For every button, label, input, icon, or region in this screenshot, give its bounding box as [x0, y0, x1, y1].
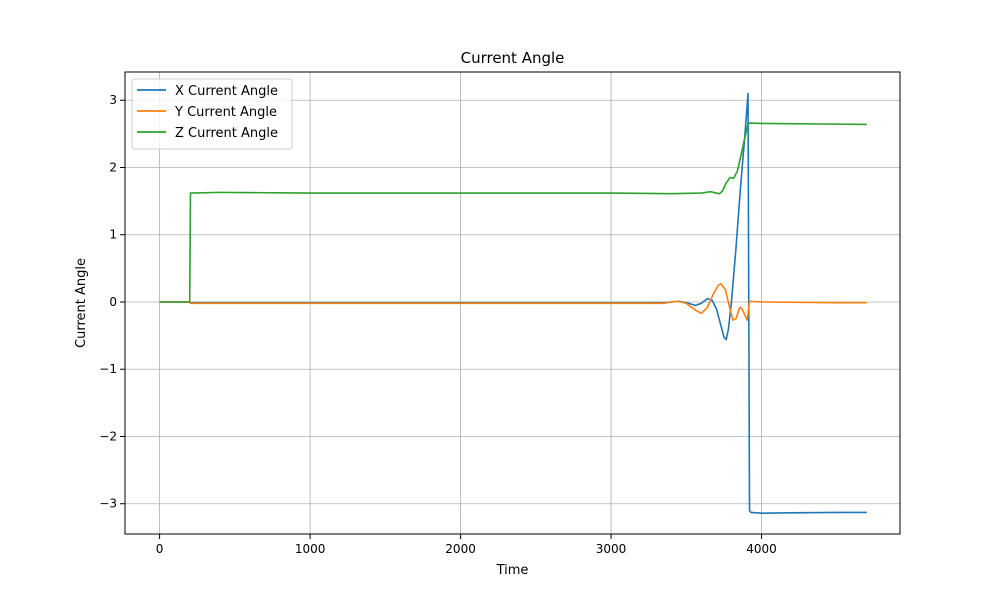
- y-tick-label: −2: [99, 429, 117, 443]
- legend-label-1: X Current Angle: [175, 84, 278, 99]
- y-tick-label: 1: [109, 228, 117, 242]
- y-tick-label: −3: [99, 497, 117, 511]
- x-axis-ticks: 0 1000 2000 3000 4000: [156, 534, 777, 556]
- y-axis-label: Current Angle: [74, 258, 89, 348]
- y-tick-label: −1: [99, 362, 117, 376]
- legend-label-2: Y Current Angle: [174, 105, 277, 120]
- x-tick-label: 3000: [596, 542, 627, 556]
- y-tick-label: 3: [109, 93, 117, 107]
- plot-area-frame: [124, 71, 901, 535]
- chart-title: Current Angle: [461, 49, 565, 67]
- legend-box: [131, 78, 293, 150]
- y-tick-label: 0: [109, 295, 117, 309]
- series-line-3: [159, 122, 867, 303]
- x-tick-label: 2000: [445, 542, 476, 556]
- y-axis-ticks: −3 −2 −1 0 1 2 3: [99, 93, 125, 511]
- legend-label-3: Z Current Angle: [175, 126, 278, 141]
- x-axis-label: Time: [496, 563, 529, 578]
- x-tick-label: 0: [156, 542, 164, 556]
- series-layer: [159, 92, 867, 514]
- series-line-2: [159, 283, 867, 321]
- x-tick-label: 1000: [295, 542, 326, 556]
- legend: X Current Angle Y Current Angle Z Current …: [131, 78, 293, 150]
- legend-entries: X Current Angle Y Current Angle Z Current …: [137, 84, 278, 141]
- x-tick-label: 4000: [746, 542, 777, 556]
- y-tick-label: 2: [109, 160, 117, 174]
